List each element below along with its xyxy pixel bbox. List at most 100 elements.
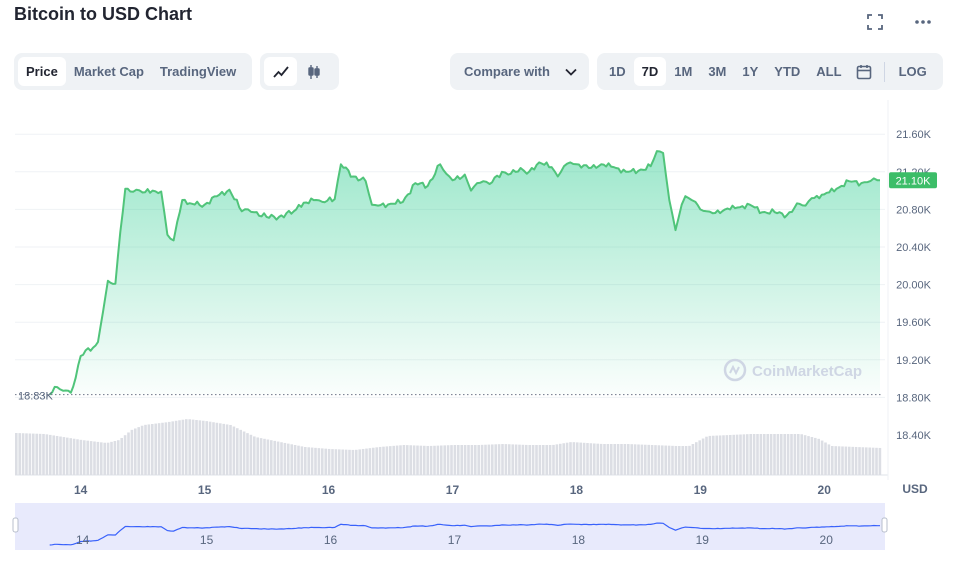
- calendar-icon: [856, 64, 871, 79]
- volume-bar: [79, 439, 83, 475]
- view-toggle: Price Market Cap TradingView: [14, 53, 252, 90]
- volume-bar: [324, 448, 327, 475]
- tab-tradingview[interactable]: TradingView: [159, 64, 237, 79]
- volume-bar: [460, 445, 463, 475]
- navigator-x-label: 17: [448, 533, 462, 547]
- volume-bar: [589, 443, 593, 475]
- volume-bar: [518, 444, 521, 475]
- volume-bar: [331, 449, 334, 475]
- volume-bar: [202, 420, 205, 475]
- volume-bar: [497, 444, 501, 475]
- volume-bar: [633, 444, 637, 475]
- tab-price[interactable]: Price: [18, 57, 66, 86]
- range-7d[interactable]: 7D: [633, 57, 667, 86]
- volume-bar: [844, 446, 848, 475]
- volume-bar: [256, 437, 259, 475]
- fullscreen-icon[interactable]: [863, 10, 887, 34]
- volume-bar: [542, 445, 545, 475]
- volume-bar: [780, 434, 783, 475]
- currency-label: USD: [902, 482, 928, 496]
- range-all[interactable]: ALL: [816, 64, 842, 79]
- range-navigator[interactable]: 14 15 16 17 18 19 20: [12, 503, 888, 550]
- volume-bar: [759, 434, 763, 475]
- volume-bar: [378, 446, 382, 475]
- volume-bar: [236, 428, 239, 475]
- volume-bar: [69, 438, 72, 475]
- volume-bar: [453, 445, 457, 475]
- range-1y[interactable]: 1Y: [742, 64, 759, 79]
- volume-bar: [593, 443, 596, 475]
- volume-bar: [83, 440, 86, 475]
- volume-bar: [89, 441, 93, 475]
- volume-bar: [620, 444, 623, 475]
- volume-bar: [168, 421, 171, 475]
- more-horizontal-icon[interactable]: [911, 10, 935, 34]
- calendar-button[interactable]: [850, 57, 878, 86]
- volume-bar: [695, 442, 698, 475]
- volume-bar: [875, 447, 878, 475]
- volume-bar: [701, 438, 705, 475]
- volume-bar: [548, 445, 552, 475]
- volume-bar: [59, 436, 62, 475]
- volume-bar: [749, 434, 752, 475]
- volume-bar: [627, 444, 630, 475]
- compare-with-label: Compare with: [464, 64, 550, 79]
- volume-bar: [293, 444, 297, 475]
- range-1m[interactable]: 1M: [674, 64, 693, 79]
- volume-bar: [321, 448, 324, 475]
- volume-bar: [827, 444, 831, 475]
- navigator-x-label: 15: [200, 533, 214, 547]
- volume-bar: [392, 445, 395, 475]
- volume-bar: [644, 444, 647, 475]
- candlestick-button[interactable]: [297, 57, 330, 86]
- volume-bar: [127, 432, 130, 475]
- volume-bar: [283, 442, 287, 475]
- volume-bar: [545, 445, 548, 475]
- volume-bar: [637, 444, 640, 475]
- volume-bar: [494, 444, 497, 475]
- volume-bar: [181, 419, 185, 475]
- volume-bar: [715, 435, 718, 475]
- volume-bar: [205, 421, 208, 475]
- navigator-handle-right[interactable]: [881, 517, 888, 533]
- y-tick-label: 18.40K: [896, 430, 932, 442]
- volume-bar: [576, 442, 579, 475]
- volume-bar: [368, 448, 372, 475]
- range-ytd[interactable]: YTD: [774, 64, 801, 79]
- volume-bar: [820, 440, 824, 475]
- tab-market-cap[interactable]: Market Cap: [73, 64, 144, 79]
- volume-bar: [140, 425, 144, 475]
- volume-bar: [871, 447, 875, 475]
- volume-bar: [171, 421, 174, 475]
- volume-bar: [259, 438, 263, 475]
- volume-bar: [684, 446, 688, 475]
- volume-bar: [28, 433, 32, 475]
- volume-bar: [756, 434, 759, 475]
- compare-with-dropdown[interactable]: Compare with: [450, 53, 589, 90]
- volume-bar: [433, 445, 436, 475]
- volume-bar: [664, 445, 667, 475]
- log-scale-button[interactable]: LOG: [898, 64, 927, 79]
- min-price-label: 18.83K: [18, 391, 54, 403]
- volume-bar: [732, 434, 735, 475]
- volume-bar: [667, 445, 671, 475]
- volume-bar: [66, 437, 69, 475]
- volume-bar: [32, 433, 35, 475]
- volume-bar: [249, 434, 253, 475]
- volume-bar: [851, 446, 854, 475]
- volume-bar: [834, 446, 837, 475]
- volume-bar: [86, 440, 89, 475]
- navigator-handle-left[interactable]: [12, 517, 19, 533]
- range-3m[interactable]: 3M: [708, 64, 727, 79]
- volume-bar: [763, 434, 766, 475]
- volume-bar: [579, 442, 582, 475]
- line-chart-button[interactable]: [264, 57, 297, 86]
- volume-bar: [253, 436, 256, 475]
- chart-type-toggle: [260, 53, 339, 90]
- volume-bar: [824, 442, 827, 475]
- x-tick-label: 15: [198, 483, 212, 497]
- range-1d[interactable]: 1D: [609, 64, 626, 79]
- volume-bar: [623, 444, 627, 475]
- volume-bar: [164, 422, 168, 475]
